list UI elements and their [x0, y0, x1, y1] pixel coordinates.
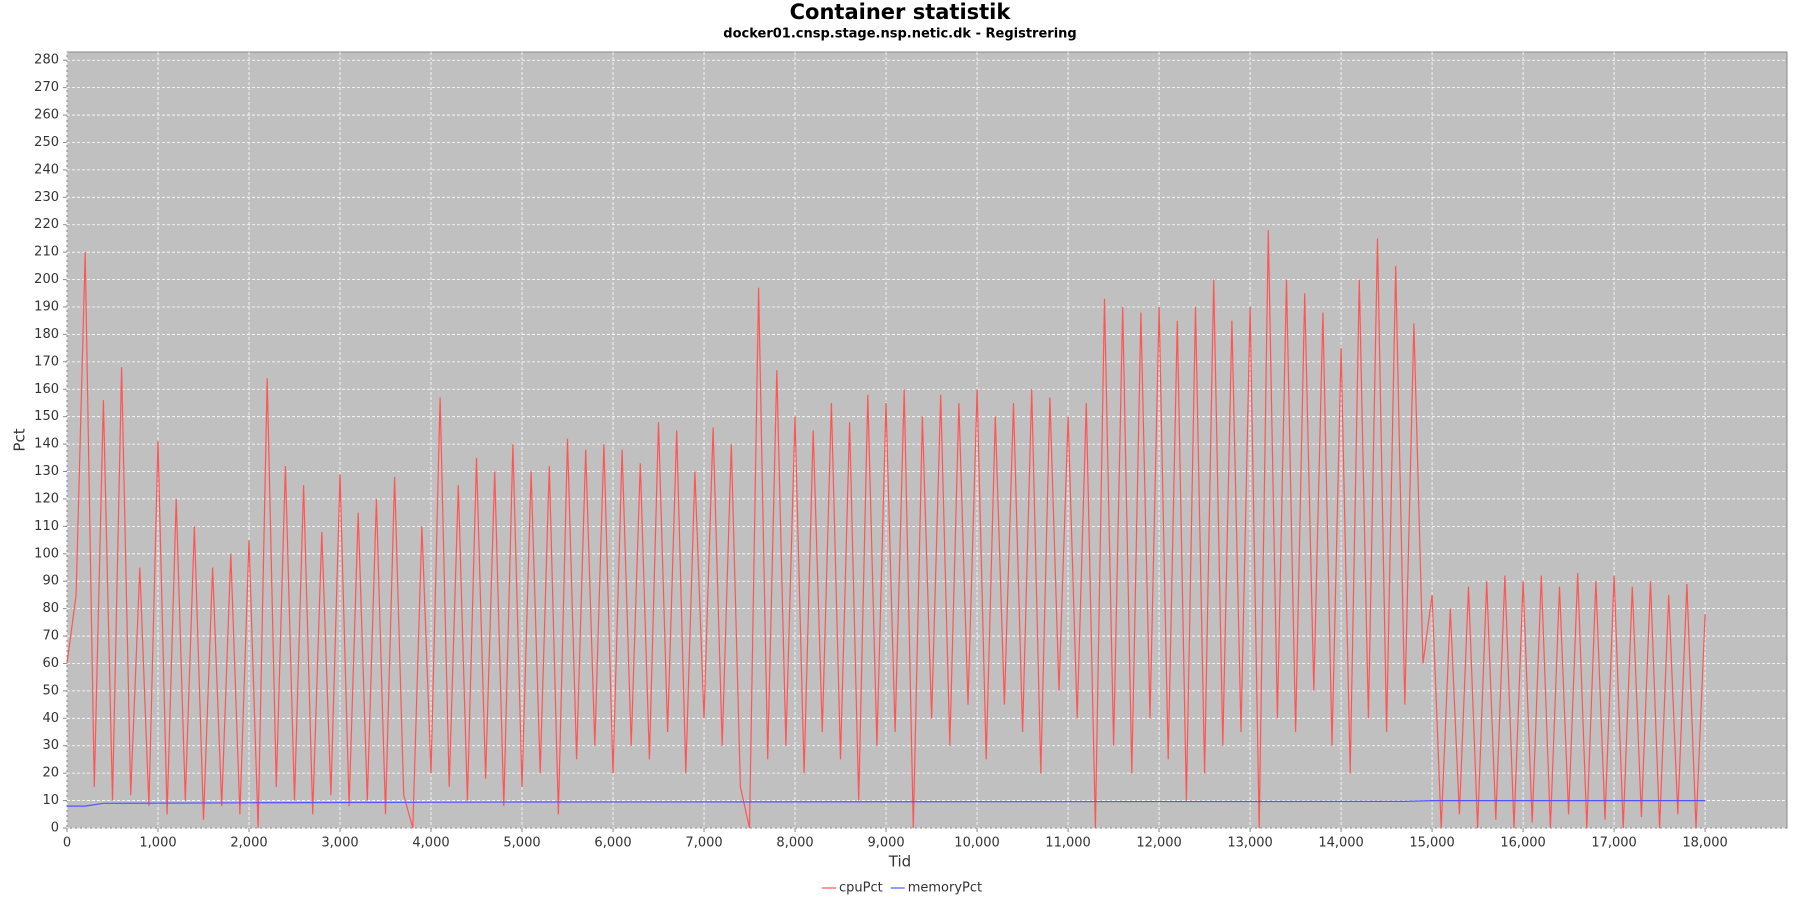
x-axis-label: Tid [888, 853, 911, 871]
y-tick-label: 190 [34, 300, 59, 315]
y-tick-label: 40 [42, 711, 59, 726]
legend-label: cpuPct [839, 881, 883, 896]
series-line [66, 230, 1706, 829]
y-tick-label: 100 [34, 546, 59, 561]
x-tick-label: 16,000 [1500, 836, 1546, 851]
y-tick-label: 210 [34, 245, 59, 260]
x-tick-label: 15,000 [1409, 836, 1455, 851]
y-tick-label: 200 [34, 272, 59, 287]
x-tick-label: 11,000 [1045, 836, 1091, 851]
y-tick-label: 30 [42, 738, 59, 753]
y-tick-label: 260 [34, 108, 59, 123]
y-tick-label: 230 [34, 190, 59, 205]
x-tick-label: 9,000 [867, 836, 904, 851]
y-tick-label: 110 [34, 519, 59, 534]
x-tick-label: 6,000 [594, 836, 631, 851]
x-tick-label: 14,000 [1318, 836, 1364, 851]
x-tick-label: 2,000 [230, 836, 267, 851]
y-tick-label: 80 [42, 601, 59, 616]
x-tick-label: 0 [63, 836, 71, 851]
y-tick-label: 0 [51, 821, 59, 836]
x-tick-label: 3,000 [321, 836, 358, 851]
x-tick-label: 5,000 [503, 836, 540, 851]
x-tick-label: 8,000 [776, 836, 813, 851]
y-tick-label: 130 [34, 464, 59, 479]
series-line [67, 800, 1706, 807]
chart-title: Container statistik [790, 0, 1012, 24]
y-tick-label: 170 [34, 354, 59, 369]
x-tick-label: 4,000 [412, 836, 449, 851]
y-tick-label: 220 [34, 217, 59, 232]
y-tick-label: 160 [34, 382, 59, 397]
x-tick-label: 17,000 [1591, 836, 1637, 851]
y-tick-label: 50 [42, 683, 59, 698]
y-tick-label: 20 [42, 766, 59, 781]
y-axis-label: Pct [11, 428, 29, 451]
x-tick-label: 18,000 [1682, 836, 1728, 851]
x-tick-label: 13,000 [1227, 836, 1273, 851]
y-tick-label: 140 [34, 437, 59, 452]
y-tick-label: 60 [42, 656, 59, 671]
y-tick-label: 70 [42, 629, 59, 644]
y-tick-label: 150 [34, 409, 59, 424]
y-tick-label: 180 [34, 327, 59, 342]
y-tick-label: 240 [34, 162, 59, 177]
legend-label: memoryPct [908, 881, 982, 896]
y-tick-label: 90 [42, 574, 59, 589]
x-tick-label: 12,000 [1136, 836, 1182, 851]
x-tick-label: 7,000 [685, 836, 722, 851]
y-tick-label: 120 [34, 491, 59, 506]
x-tick-label: 10,000 [954, 836, 1000, 851]
y-tick-label: 10 [42, 793, 59, 808]
y-tick-label: 270 [34, 80, 59, 95]
plot-area [66, 51, 1788, 829]
y-tick-label: 250 [34, 135, 59, 150]
y-tick-label: 280 [34, 53, 59, 68]
x-tick-label: 1,000 [139, 836, 176, 851]
chart-subtitle: docker01.cnsp.stage.nsp.netic.dk - Regis… [723, 27, 1076, 42]
